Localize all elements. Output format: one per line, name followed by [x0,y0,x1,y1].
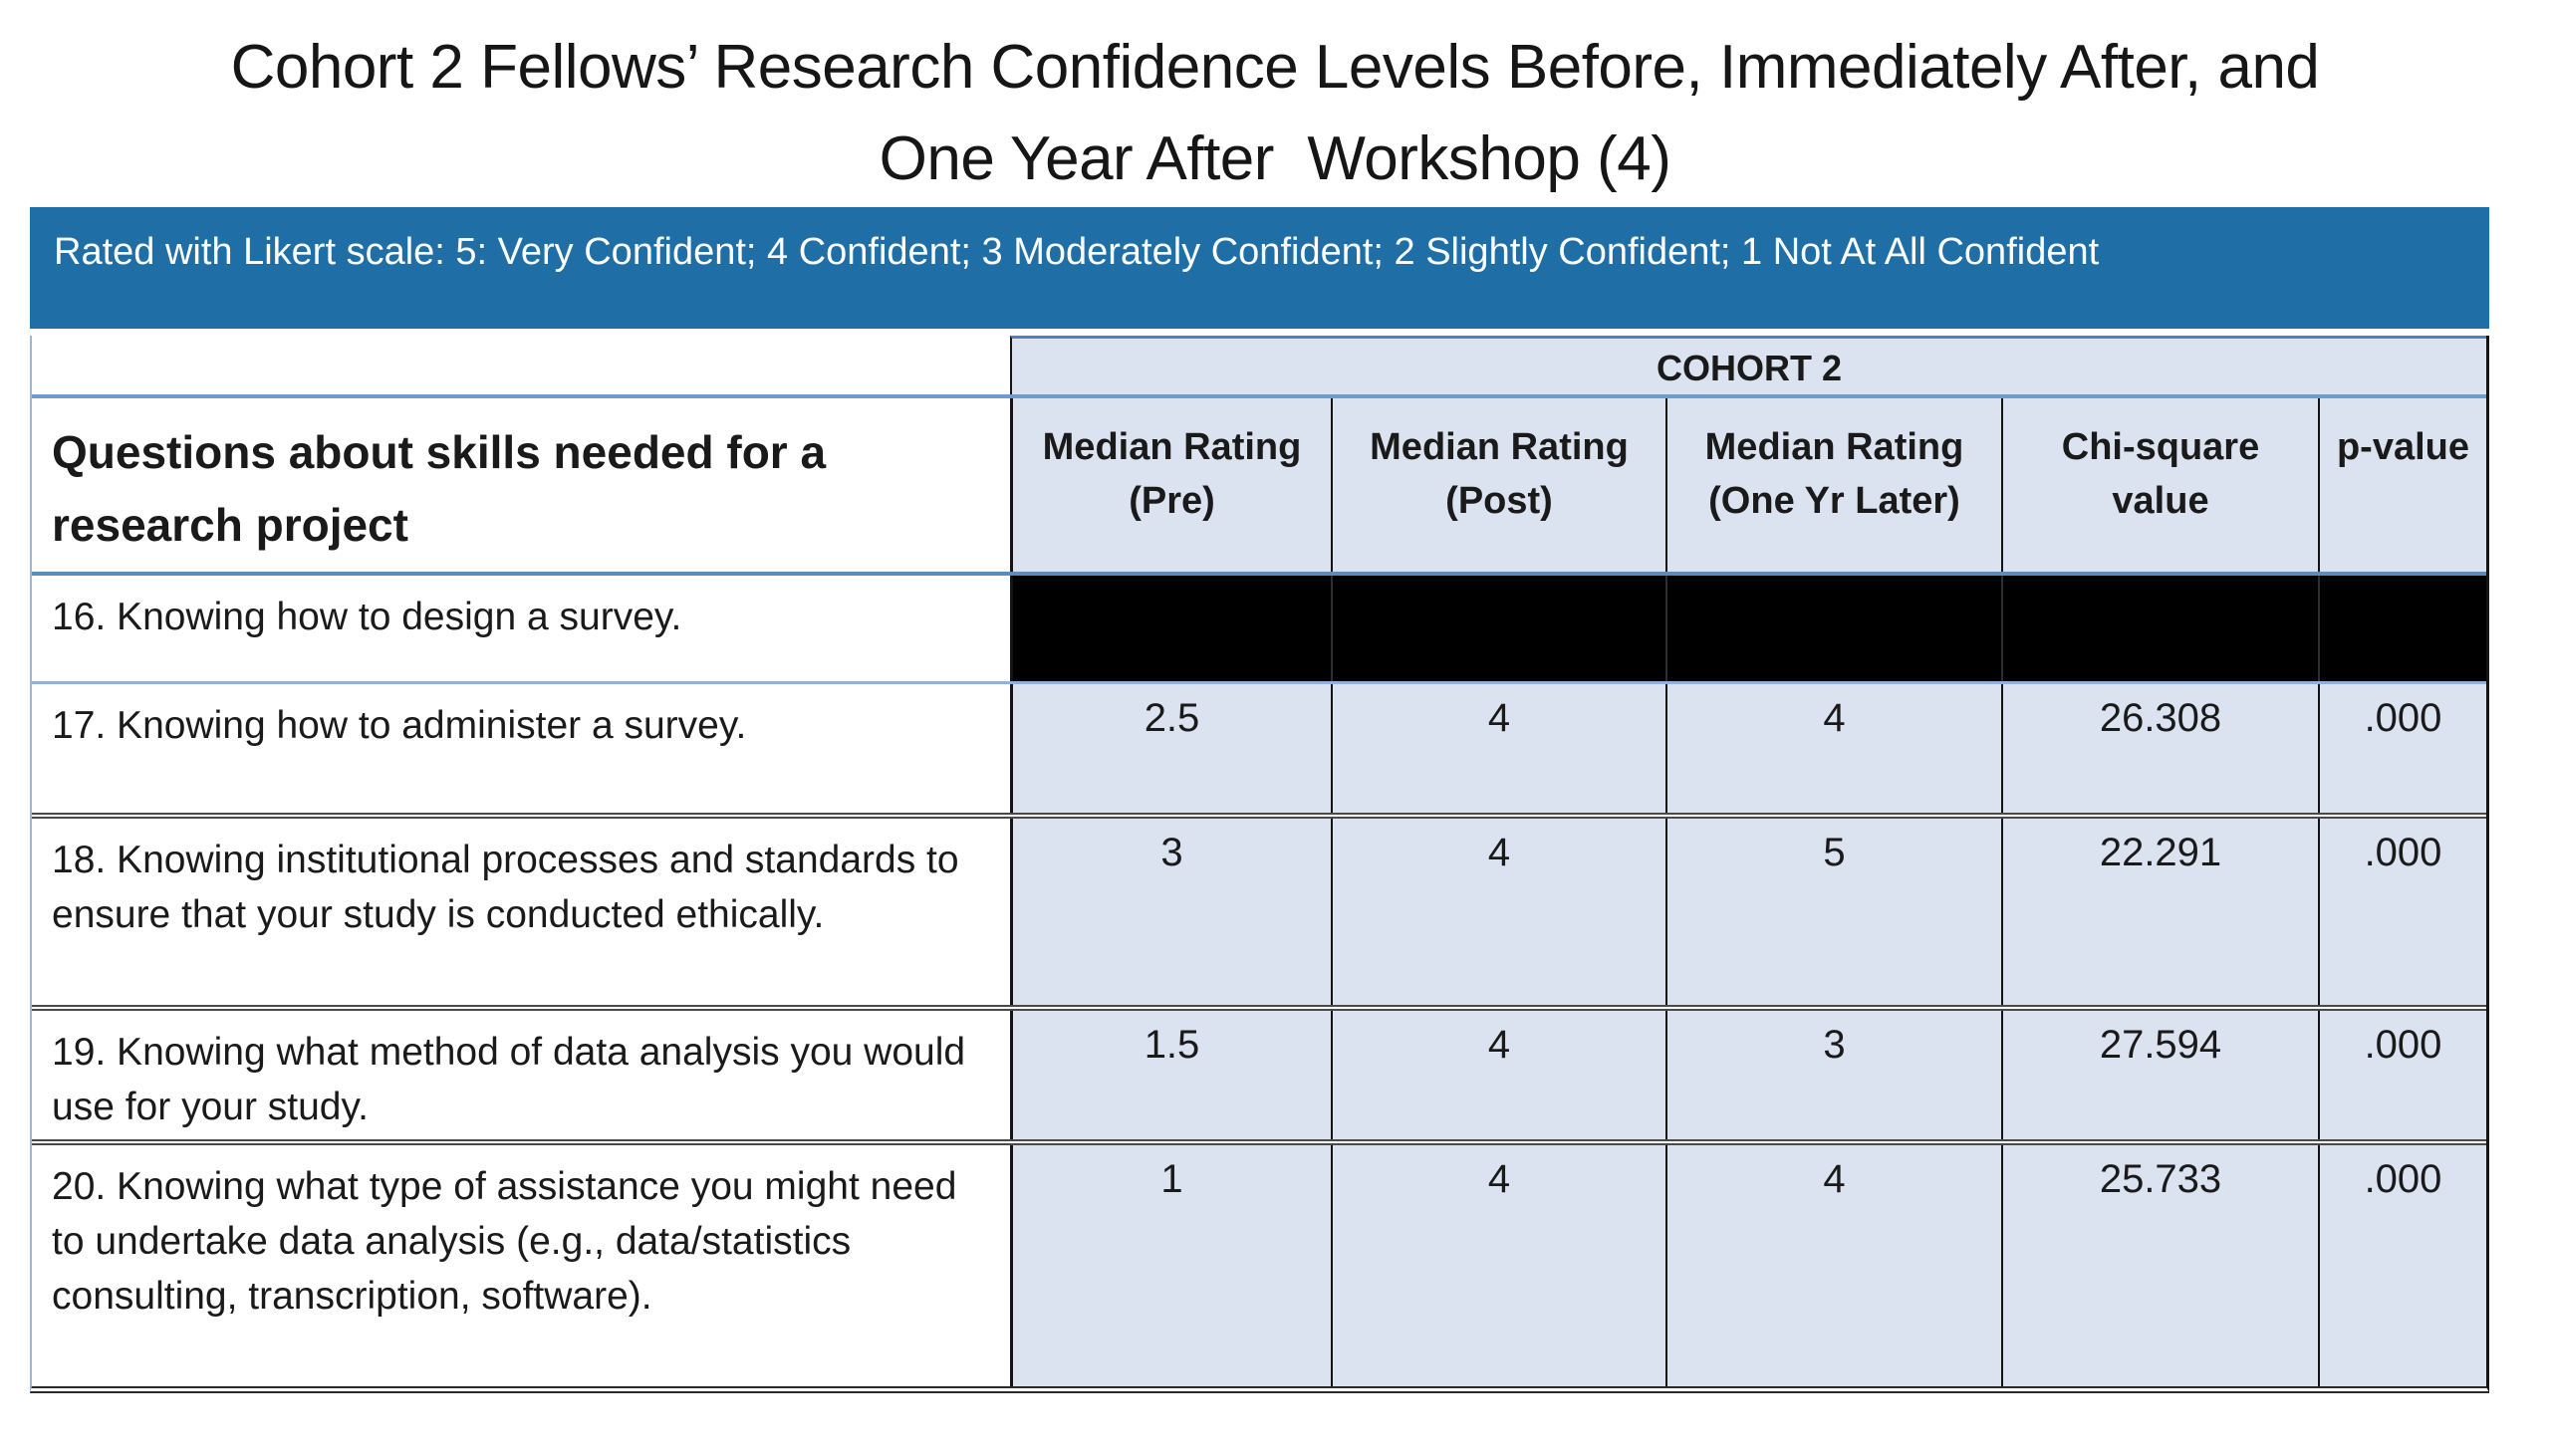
median-year-later-cell: 4 [1665,1145,2001,1386]
column-header-median-year-later: Median Rating (One Yr Later) [1665,398,2001,572]
median-pre-cell: 3 [1010,819,1331,1005]
question-cell: 19. Knowing what method of data analysis… [32,1011,1010,1139]
table-row-q20: 20. Knowing what type of assistance you … [32,1139,2486,1386]
confidence-table: COHORT 2 Questions about skills needed f… [30,336,2489,1393]
table-row-q19: 19. Knowing what method of data analysis… [32,1005,2486,1139]
median-pre-cell: 1 [1010,1145,1331,1386]
question-column-header: Questions about skills needed for a rese… [32,398,1010,572]
median-pre-cell: 2.5 [1010,684,1331,813]
chi-square-cell: 25.733 [2001,1145,2318,1386]
median-pre-cell: 1.5 [1010,1011,1331,1139]
corner-cell [32,336,1010,394]
table-row-q18: 18. Knowing institutional processes and … [32,813,2486,1005]
question-cell: 20. Knowing what type of assistance you … [32,1145,1010,1386]
chi-square-cell: 26.308 [2001,684,2318,813]
page-title-line2: One Year After Workshop (4) [879,124,1671,193]
column-header-chi-square: Chi-square value [2001,398,2318,572]
median-post-cell: 4 [1331,684,1665,813]
redacted-cell [1331,576,1665,681]
table-row-q16: 16. Knowing how to design a survey. [32,572,2486,681]
question-cell: 17. Knowing how to administer a survey. [32,684,1010,813]
redacted-cell [1010,576,1331,681]
chi-square-cell: 22.291 [2001,819,2318,1005]
p-value-cell: .000 [2318,684,2486,813]
column-header-median-post: Median Rating (Post) [1331,398,1665,572]
median-year-later-cell: 5 [1665,819,2001,1005]
p-value-cell: .000 [2318,1145,2486,1386]
page-title: Cohort 2 Fellows’ Research Confidence Le… [0,22,2550,205]
cohort-group-header: COHORT 2 [1010,336,2486,394]
question-cell: 18. Knowing institutional processes and … [32,819,1010,1005]
p-value-cell: .000 [2318,819,2486,1005]
table-header-row: Questions about skills needed for a rese… [32,394,2486,572]
page-title-line1: Cohort 2 Fellows’ Research Confidence Le… [230,33,2320,102]
likert-banner: Rated with Likert scale: 5: Very Confide… [30,207,2489,329]
chi-square-cell: 27.594 [2001,1011,2318,1139]
median-post-cell: 4 [1331,1011,1665,1139]
column-header-median-pre: Median Rating (Pre) [1010,398,1331,572]
likert-note: Rated with Likert scale: 5: Very Confide… [54,231,2100,273]
median-year-later-cell: 3 [1665,1011,2001,1139]
table-row-q17: 17. Knowing how to administer a survey. … [32,681,2486,813]
column-header-p-value: p-value [2318,398,2486,572]
slide: Cohort 2 Fellows’ Research Confidence Le… [0,22,2550,1456]
redacted-cell [1665,576,2001,681]
redacted-cell [2318,576,2486,681]
median-post-cell: 4 [1331,819,1665,1005]
question-cell: 16. Knowing how to design a survey. [32,576,1010,681]
median-year-later-cell: 4 [1665,684,2001,813]
table-group-row: COHORT 2 [32,336,2486,394]
median-post-cell: 4 [1331,1145,1665,1386]
redacted-cell [2001,576,2318,681]
p-value-cell: .000 [2318,1011,2486,1139]
